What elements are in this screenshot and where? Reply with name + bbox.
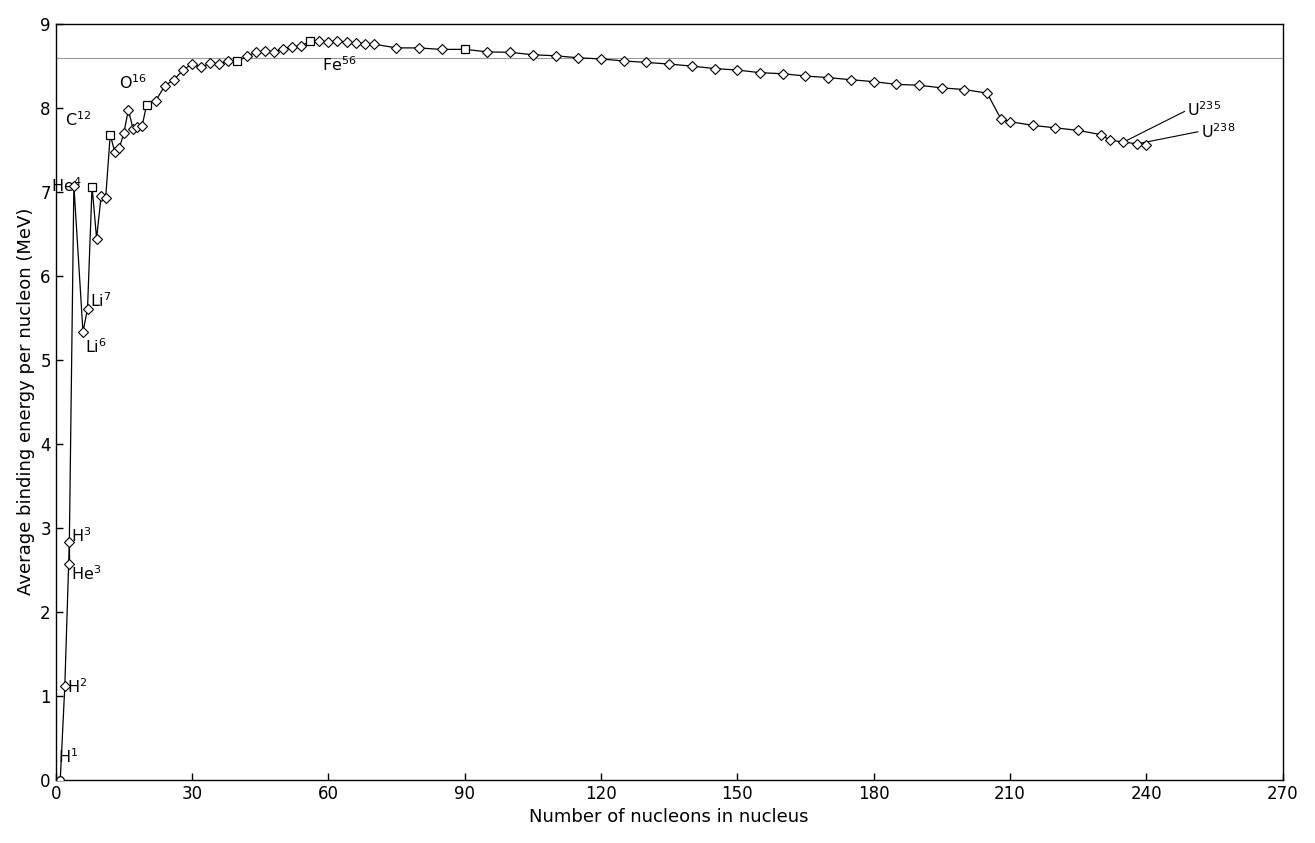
X-axis label: Number of nucleons in nucleus: Number of nucleons in nucleus	[530, 808, 809, 826]
Text: He$^3$: He$^3$	[71, 565, 101, 583]
Text: Li$^7$: Li$^7$	[89, 291, 112, 310]
Text: U$^{238}$: U$^{238}$	[1201, 122, 1235, 141]
Y-axis label: Average binding energy per nucleon (MeV): Average binding energy per nucleon (MeV)	[17, 208, 34, 595]
Text: Li$^6$: Li$^6$	[85, 338, 107, 357]
Text: H$^1$: H$^1$	[58, 747, 78, 765]
Text: O$^{16}$: O$^{16}$	[120, 73, 147, 92]
Text: U$^{235}$: U$^{235}$	[1187, 101, 1222, 120]
Text: H$^2$: H$^2$	[67, 677, 87, 695]
Text: He$^4$: He$^4$	[51, 176, 82, 195]
Text: C$^{12}$: C$^{12}$	[64, 110, 91, 129]
Text: H$^3$: H$^3$	[71, 526, 92, 545]
Text: Fe$^{56}$: Fe$^{56}$	[322, 56, 356, 74]
